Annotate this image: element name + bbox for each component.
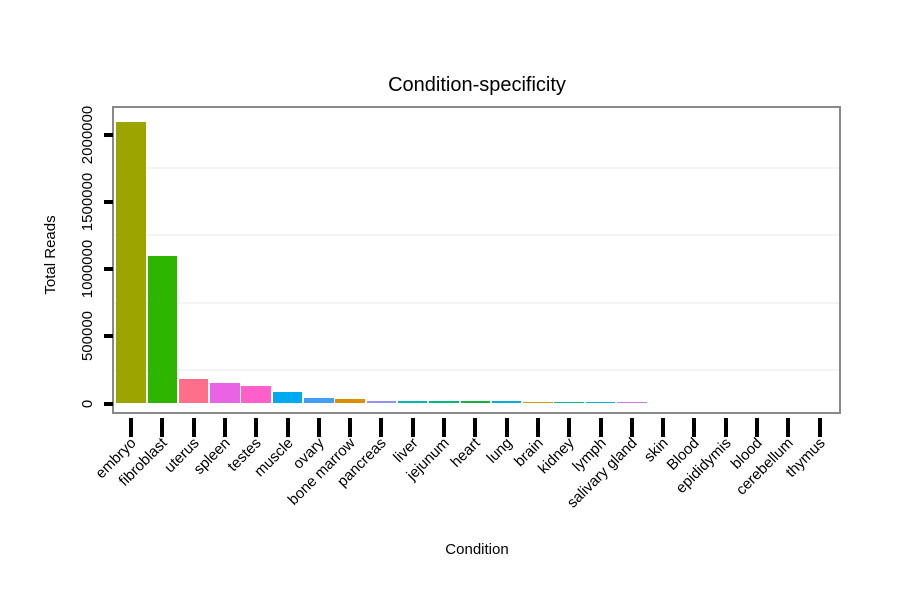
minor-gridline [114, 167, 839, 170]
y-axis-title: Total Reads [42, 215, 59, 295]
y-tick [104, 334, 113, 339]
bar-lung [491, 401, 522, 404]
bar-brain [523, 401, 553, 404]
x-tick [661, 418, 666, 437]
x-tick [598, 418, 603, 437]
x-tick [348, 418, 353, 437]
minor-gridline [114, 234, 839, 237]
bar-spleen [210, 383, 240, 404]
x-tick [567, 418, 572, 437]
x-tick [222, 418, 227, 437]
x-tick [755, 418, 759, 437]
x-tick [129, 418, 133, 437]
x-tick [160, 418, 165, 437]
minor-gridline [114, 301, 839, 304]
bar-jejunum [429, 401, 459, 404]
x-tick [473, 418, 478, 437]
x-tick [316, 418, 321, 437]
y-tick [104, 132, 113, 137]
y-tick [104, 267, 113, 271]
minor-gridline [114, 368, 839, 371]
bar-liver [397, 400, 428, 404]
x-tick [692, 418, 697, 437]
y-tick-label: 2000000 [79, 105, 96, 164]
x-tick [254, 418, 259, 437]
bar-bone-marrow [335, 399, 365, 404]
x-tick [723, 418, 728, 437]
bar-pancreas [366, 400, 397, 404]
x-tick [535, 418, 540, 437]
y-tick [104, 401, 113, 406]
x-tick [191, 418, 196, 437]
x-axis-title: Condition [445, 541, 509, 558]
chart-title: Condition-specificity [388, 74, 566, 96]
x-tick [379, 418, 384, 437]
x-tick [410, 418, 415, 437]
x-tick [442, 418, 446, 437]
bar-testes [241, 386, 271, 404]
bar-muscle [272, 392, 303, 404]
x-tick [504, 418, 509, 437]
plot-area [112, 106, 841, 414]
y-tick [104, 199, 113, 204]
x-tick [786, 418, 791, 437]
bar-uterus [178, 379, 209, 404]
bar-salivary-gland [617, 402, 647, 404]
x-tick [817, 418, 822, 437]
bar-embryo [116, 122, 146, 404]
x-tick [285, 418, 290, 437]
bar-kidney [554, 401, 584, 404]
x-tick [629, 418, 634, 437]
bar-lymph [585, 402, 616, 404]
bar-ovary [304, 398, 334, 404]
bar-fibroblast [147, 255, 178, 404]
bar-heart [460, 401, 491, 404]
